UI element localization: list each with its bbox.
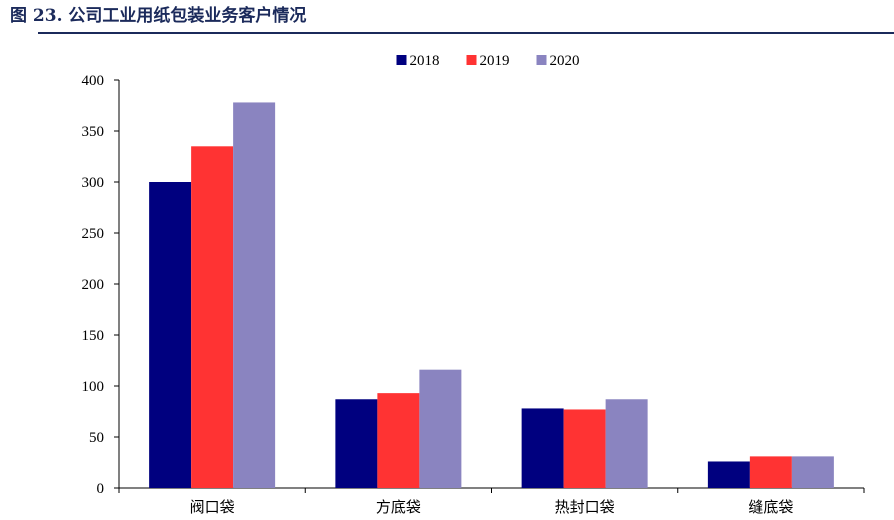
y-tick-label: 350: [82, 124, 105, 140]
bar-2020: [419, 369, 462, 488]
bar-2020: [605, 399, 648, 488]
chart-axes: 0 50 100 150 200 250 300 350 400 阀口袋 方底袋 热封口袋 缝底袋: [82, 73, 865, 516]
bar-2018: [149, 182, 192, 488]
legend-swatch-2020: [536, 55, 547, 65]
y-tick-label: 300: [82, 175, 105, 191]
y-tick-label: 50: [89, 430, 104, 446]
y-tick-label: 100: [82, 379, 105, 395]
bar-2020: [233, 102, 276, 488]
bar-2018: [521, 408, 564, 488]
bar-2018: [707, 461, 750, 488]
x-tick-label: 缝底袋: [748, 499, 793, 516]
bar-2019: [191, 146, 234, 489]
legend-label: 2020: [550, 53, 580, 69]
chart-legend: 2018 2019 2020: [396, 53, 580, 69]
y-tick-label: 200: [82, 277, 105, 293]
legend-swatch-2019: [466, 55, 477, 65]
title-divider: [38, 32, 894, 34]
bar-2019: [749, 456, 792, 488]
bar-2019: [377, 393, 420, 488]
x-tick-label: 方底袋: [376, 499, 421, 516]
bar-2019: [563, 409, 606, 488]
y-tick-label: 0: [97, 481, 105, 497]
chart-bars: [149, 102, 834, 489]
legend-label: 2018: [410, 53, 440, 69]
y-tick-label: 250: [82, 226, 105, 242]
figure-title: 图 23. 公司工业用纸包装业务客户情况: [10, 6, 307, 26]
legend-label: 2019: [480, 53, 510, 69]
bar-2018: [335, 399, 378, 488]
legend-swatch-2018: [396, 55, 407, 65]
x-tick-label: 热封口袋: [555, 499, 615, 516]
y-tick-label: 150: [82, 328, 105, 344]
x-tick-label: 阀口袋: [190, 499, 235, 516]
bar-2020: [791, 456, 834, 488]
y-tick-label: 400: [82, 73, 105, 89]
